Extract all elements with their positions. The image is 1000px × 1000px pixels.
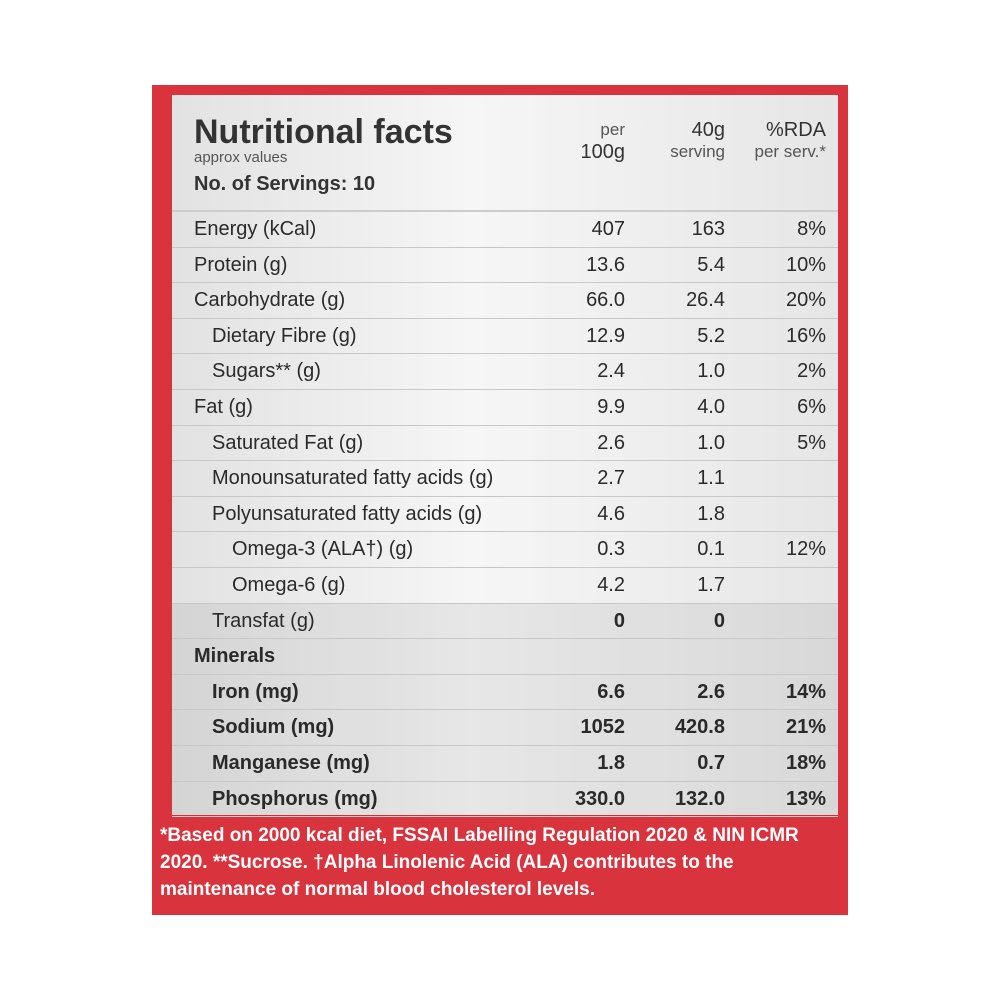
per-100g-value: 6.6 [597,680,625,703]
column-header-line: %RDA [765,119,826,141]
per-serving-value: 1.0 [697,431,725,454]
per-100g-value: 0.3 [597,538,625,561]
per-100g-value: 4.6 [597,502,625,525]
table-row: Energy (kCal) 407 163 8% [172,212,838,248]
nutrient-name: Minerals [194,645,276,668]
per-100g-value: 330.0 [574,787,625,810]
per-serving-value: 132.0 [674,787,725,810]
per-serving-value: 1.0 [697,360,725,383]
table-row: Sugars** (g) 2.4 1.0 2% [172,354,838,390]
per-100g-value: 1.8 [597,751,625,774]
table-row: Minerals [172,639,838,675]
nutrient-name: Fat (g) [194,395,253,418]
nutrient-name: Transfat (g) [212,609,315,632]
per-100g-value: 12.9 [586,324,625,347]
per-serving-value: 1.7 [697,573,725,596]
rda-value: 5% [797,431,826,454]
nutrient-table: Energy (kCal) 407 163 8% Protein (g) 13.6 5.4 1… [172,210,838,818]
per-serving-value: 1.8 [697,502,725,525]
nutrient-name: Saturated Fat (g) [212,431,364,454]
table-row: Polyunsaturated fatty acids (g) 4.6 1.8 [172,497,838,533]
nutrient-name: Sugars** (g) [212,360,321,383]
nutrient-name: Dietary Fibre (g) [212,324,357,347]
title: Nutritional facts [194,113,453,151]
footnote: *Based on 2000 kcal diet, FSSAI Labellin… [160,825,799,900]
table-row: Carbohydrate (g) 66.0 26.4 20% [172,283,838,319]
facts-panel: Nutritional facts approx values No. of S… [172,95,838,818]
nutrient-name: Carbohydrate (g) [194,289,346,312]
nutrient-name: Phosphorus (mg) [212,787,378,810]
nutrient-name: Omega-6 (g) [232,573,346,596]
nutrient-name: Omega-3 (ALA†) (g) [232,538,414,561]
nutrient-name: Energy (kCal) [194,218,317,240]
per-serving-value: 26.4 [686,289,725,312]
per-100g-value: 2.6 [597,431,625,454]
column-header: 40g serving [670,119,725,163]
table-row: Protein (g) 13.6 5.4 10% [172,248,838,284]
per-serving-value: 1.1 [697,467,725,490]
per-100g-value: 4.2 [597,573,625,596]
table-row: Phosphorus (mg) 330.0 132.0 13% [172,781,838,818]
column-header-line: per [600,120,625,139]
label-frame: Nutritional facts approx values No. of S… [152,85,848,915]
rda-value: 10% [785,253,826,276]
per-100g-value: 13.6 [586,253,625,276]
per-serving-value: 163 [691,218,725,240]
column-header-line: per serv.* [754,142,827,161]
table-row: Omega-6 (g) 4.2 1.7 [172,568,838,604]
per-100g-value: 2.7 [597,467,625,490]
per-100g-value: 9.9 [597,395,625,418]
nutrient-name: Polyunsaturated fatty acids (g) [212,502,483,525]
rda-value: 21% [785,716,826,739]
rda-value: 14% [785,680,826,703]
per-serving-value: 0 [713,609,725,632]
per-serving-value: 4.0 [697,395,725,418]
table-row: Monounsaturated fatty acids (g) 2.7 1.1 [172,461,838,497]
rda-value: 18% [785,751,826,774]
per-100g-value: 407 [591,218,625,240]
per-serving-value: 0.7 [697,751,725,774]
nutrient-name: Manganese (mg) [212,751,370,774]
per-serving-value: 420.8 [674,716,725,739]
table-row: Iron (mg) 6.6 2.6 14% [172,674,838,711]
table-row: Sodium (mg) 1052 420.8 21% [172,710,838,746]
rda-value: 12% [785,538,826,561]
table-row: Dietary Fibre (g) 12.9 5.2 16% [172,319,838,355]
column-header: %RDA per serv.* [755,119,827,163]
per-100g-value: 1052 [580,716,626,739]
column-header-line: serving [670,142,725,161]
table-row: Transfat (g) 0 0 [172,603,838,640]
table-row: Fat (g) 9.9 4.0 6% [172,390,838,426]
per-100g-value: 66.0 [586,289,625,312]
column-header-line: 100g [580,141,626,163]
servings: No. of Servings: 10 [194,173,376,195]
nutrient-name: Protein (g) [194,253,288,276]
rda-value: 16% [785,324,826,347]
rda-value: 2% [797,360,826,383]
nutrient-name: Iron (mg) [212,680,299,703]
nutrient-name: Monounsaturated fatty acids (g) [212,467,494,490]
rda-value: 6% [797,395,826,418]
subtitle: approx values [194,149,288,166]
rda-value: 8% [797,218,826,240]
per-serving-value: 2.6 [697,680,725,703]
per-serving-value: 5.4 [697,253,725,276]
column-header-line: 40g [691,119,725,141]
table-row: Manganese (mg) 1.8 0.7 18% [172,745,838,782]
table-row: Omega-3 (ALA†) (g) 0.3 0.1 12% [172,532,838,568]
rda-value: 13% [785,787,826,810]
nutrient-name: Sodium (mg) [212,716,335,739]
column-header: per 100g [581,119,626,163]
per-100g-value: 0 [613,609,625,632]
per-serving-value: 5.2 [697,324,725,347]
per-100g-value: 2.4 [597,360,625,383]
per-serving-value: 0.1 [697,538,725,561]
table-row: Saturated Fat (g) 2.6 1.0 5% [172,426,838,462]
rda-value: 20% [785,289,826,312]
